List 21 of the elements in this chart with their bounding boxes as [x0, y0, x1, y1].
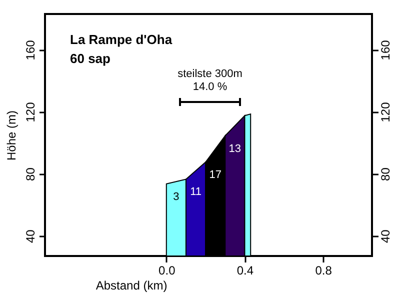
y-tick-label: 80 — [24, 167, 38, 181]
y2-tick-label: 120 — [378, 102, 392, 122]
x-tick-label: 0.0 — [158, 264, 176, 278]
annotation: 3 — [173, 190, 180, 203]
annotation: 13 — [228, 142, 242, 155]
annotation: 14.0 % — [192, 81, 228, 93]
annotation: steilste 300m — [178, 68, 242, 80]
y2-tick-label: 40 — [378, 229, 392, 244]
y2-tick-label: 160 — [378, 40, 392, 60]
y-tick-label: 40 — [24, 229, 38, 244]
text: 60 sap — [70, 51, 111, 66]
annotation: 17 — [209, 169, 222, 182]
x-axis-title: Abstand (km) — [96, 278, 168, 292]
x-tick-label: 0.4 — [236, 264, 254, 278]
text: La Rampe d'Oha — [70, 32, 173, 47]
y-axis-title: Höhe (m) — [4, 110, 18, 161]
y2-tick-label: 80 — [378, 167, 392, 181]
x-tick-label: 0.8 — [315, 264, 332, 278]
y-tick-label: 160 — [24, 40, 38, 60]
y-tick-label: 120 — [24, 102, 38, 122]
annotation: 11 — [190, 186, 202, 198]
